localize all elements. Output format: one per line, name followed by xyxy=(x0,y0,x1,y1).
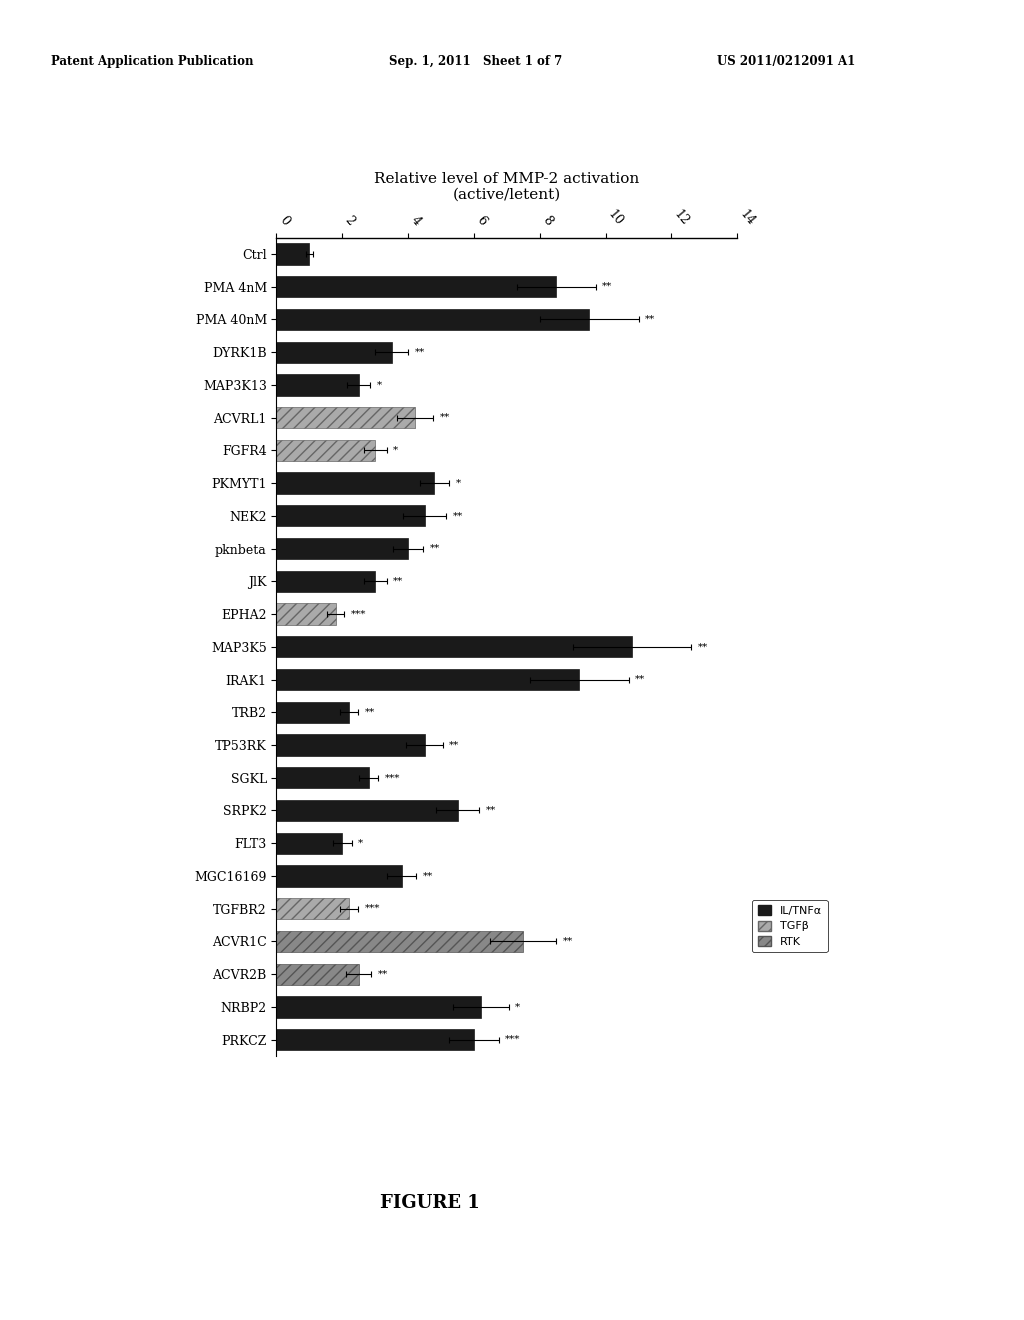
Text: **: ** xyxy=(393,577,403,586)
Text: **: ** xyxy=(429,544,439,553)
Text: **: ** xyxy=(697,643,708,651)
Text: *: * xyxy=(515,1002,520,1011)
Text: **: ** xyxy=(378,970,388,978)
Bar xyxy=(276,276,556,297)
Text: ***: *** xyxy=(505,1035,520,1044)
Text: ***: *** xyxy=(350,610,366,619)
Text: **: ** xyxy=(485,807,496,814)
Bar xyxy=(276,964,358,985)
Text: **: ** xyxy=(439,413,450,422)
Bar xyxy=(276,407,415,428)
Text: **: ** xyxy=(450,741,460,750)
Bar xyxy=(276,1030,474,1051)
Text: Patent Application Publication: Patent Application Publication xyxy=(51,55,254,69)
Text: **: ** xyxy=(423,871,433,880)
Bar xyxy=(276,866,401,887)
Text: **: ** xyxy=(563,937,573,946)
Bar xyxy=(276,309,589,330)
Bar xyxy=(276,833,342,854)
Text: *: * xyxy=(456,479,461,487)
Bar xyxy=(276,669,580,690)
Text: **: ** xyxy=(645,315,655,323)
Bar xyxy=(276,734,425,755)
Bar xyxy=(276,342,391,363)
Title: Relative level of MMP-2 activation
(active/letent): Relative level of MMP-2 activation (acti… xyxy=(374,172,640,202)
Bar xyxy=(276,767,369,788)
Bar xyxy=(276,539,409,560)
Bar xyxy=(276,997,480,1018)
Bar xyxy=(276,636,632,657)
Text: FIGURE 1: FIGURE 1 xyxy=(380,1193,480,1212)
Text: Sep. 1, 2011   Sheet 1 of 7: Sep. 1, 2011 Sheet 1 of 7 xyxy=(389,55,562,69)
Bar xyxy=(276,800,458,821)
Text: *: * xyxy=(358,838,364,847)
Text: **: ** xyxy=(365,708,375,717)
Text: US 2011/0212091 A1: US 2011/0212091 A1 xyxy=(717,55,855,69)
Text: **: ** xyxy=(602,282,612,292)
Bar xyxy=(276,931,523,952)
Text: **: ** xyxy=(415,347,425,356)
Bar xyxy=(276,702,349,723)
Text: **: ** xyxy=(635,675,645,684)
Bar xyxy=(276,243,309,264)
Text: *: * xyxy=(377,380,382,389)
Bar xyxy=(276,570,375,591)
Text: ***: *** xyxy=(384,774,399,783)
Bar xyxy=(276,473,434,494)
Legend: IL/TNFα, TGFβ, RTK: IL/TNFα, TGFβ, RTK xyxy=(752,900,827,952)
Bar xyxy=(276,898,349,919)
Text: **: ** xyxy=(453,511,463,520)
Text: *: * xyxy=(393,446,398,455)
Bar xyxy=(276,375,358,396)
Bar xyxy=(276,603,336,624)
Bar xyxy=(276,440,375,461)
Text: ***: *** xyxy=(365,904,380,913)
Bar xyxy=(276,506,425,527)
